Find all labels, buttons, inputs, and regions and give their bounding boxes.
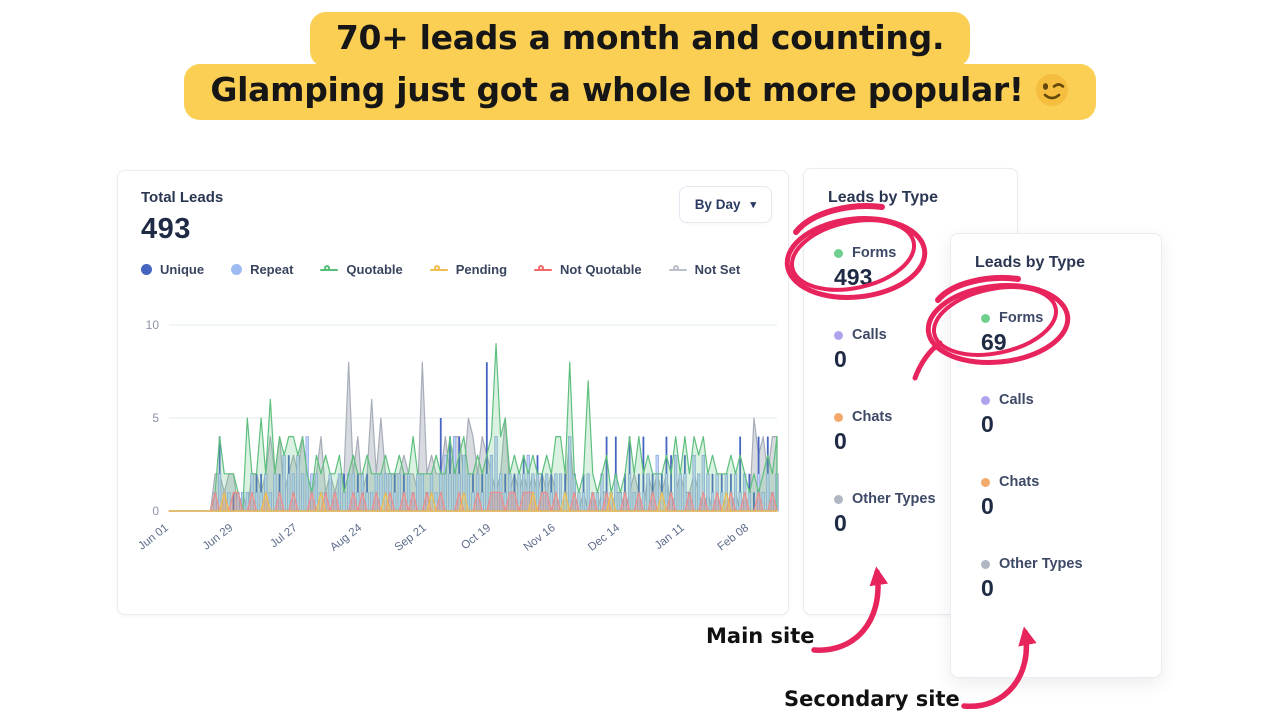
legend-item-pending[interactable]: Pending <box>429 262 508 277</box>
svg-text:10: 10 <box>146 318 160 332</box>
type-label: Calls <box>999 392 1034 408</box>
unique-marker-icon <box>141 264 152 275</box>
type-value: 69 <box>981 329 1007 355</box>
repeat-marker-icon <box>231 264 243 275</box>
svg-text:Sep 21: Sep 21 <box>393 522 429 554</box>
legend-label: Unique <box>160 262 205 277</box>
legend-label: Repeat <box>250 262 294 277</box>
legend-item-unique[interactable]: Unique <box>141 262 204 277</box>
chats-dot-icon <box>834 412 843 422</box>
svg-text:5: 5 <box>152 411 159 425</box>
list-item: Calls 0 <box>834 327 987 373</box>
not-quotable-marker-icon <box>534 264 553 275</box>
legend-label: Pending <box>455 262 508 277</box>
type-value: 0 <box>981 493 994 519</box>
svg-text:Dec 14: Dec 14 <box>586 522 623 554</box>
other-types-dot-icon <box>834 494 843 504</box>
list-item: Chats 0 <box>834 409 987 455</box>
headline-text-1: 70+ leads a month and counting. <box>335 18 945 57</box>
svg-text:Feb 08: Feb 08 <box>716 522 752 554</box>
leads-by-type-card-secondary: Leads by Type Forms 69 Calls 0 Chats 0 <box>950 233 1162 678</box>
not-set-marker-icon <box>668 264 687 275</box>
pending-marker-icon <box>429 264 448 275</box>
period-selector-dropdown[interactable]: By Day ▾ <box>678 186 772 223</box>
calls-dot-icon <box>834 330 843 340</box>
svg-text:0: 0 <box>152 504 159 518</box>
headline-line-2: Glamping just got a whole lot more popul… <box>184 64 1096 120</box>
total-leads-value: 493 <box>141 213 191 245</box>
svg-text:Aug 24: Aug 24 <box>328 522 365 554</box>
svg-text:Jan 11: Jan 11 <box>653 522 687 552</box>
chats-dot-icon <box>981 477 990 487</box>
leads-by-type-title: Leads by Type <box>828 189 938 206</box>
type-label: Chats <box>999 474 1040 490</box>
type-label: Forms <box>999 310 1044 326</box>
legend-item-quotable[interactable]: Quotable <box>320 262 403 277</box>
headline-line-1: 70+ leads a month and counting. <box>309 12 971 68</box>
svg-text:Nov 16: Nov 16 <box>522 522 558 554</box>
calls-dot-icon <box>981 395 990 405</box>
forms-dot-icon <box>834 248 843 258</box>
type-label: Chats <box>852 409 893 425</box>
list-item: Forms 69 <box>981 310 1131 356</box>
list-item: Calls 0 <box>981 392 1131 438</box>
legend-item-repeat[interactable]: Repeat <box>231 262 293 277</box>
total-leads-title: Total Leads <box>141 189 224 206</box>
type-value: 0 <box>834 428 847 454</box>
legend-item-not-set[interactable]: Not Set <box>668 262 741 277</box>
total-leads-header: Total Leads 493 By Day ▾ <box>118 171 788 246</box>
svg-text:Jun 29: Jun 29 <box>201 522 236 553</box>
list-item: Other Types 0 <box>981 556 1131 602</box>
headline-text-2: Glamping just got a whole lot more popul… <box>210 70 1024 110</box>
type-label: Forms <box>852 245 897 261</box>
legend-label: Not Quotable <box>560 262 642 277</box>
type-label: Other Types <box>852 491 936 507</box>
type-value: 0 <box>981 575 994 601</box>
chart-legend: Unique Repeat Quotable Pending <box>118 262 788 277</box>
svg-text:Oct 19: Oct 19 <box>459 522 493 552</box>
forms-dot-icon <box>981 313 990 323</box>
svg-text:Jun 01: Jun 01 <box>136 522 171 553</box>
type-label: Calls <box>852 327 887 343</box>
chevron-down-icon: ▾ <box>750 199 756 211</box>
secondary-site-annotation-label: Secondary site <box>784 687 960 711</box>
list-item: Chats 0 <box>981 474 1131 520</box>
total-leads-card: Total Leads 493 By Day ▾ Unique Repeat <box>117 170 789 615</box>
wink-emoji-icon <box>1035 73 1068 106</box>
list-item: Other Types 0 <box>834 491 987 537</box>
type-value: 0 <box>834 346 847 372</box>
legend-label: Not Set <box>694 262 741 277</box>
type-value: 0 <box>834 510 847 536</box>
svg-text:Jul 27: Jul 27 <box>268 522 300 550</box>
leads-timeseries-chart: 0 5 10 Jun 01 Jun 29 Jul 27 Aug 24 Sep 21 Oct 19… <box>136 318 779 554</box>
quotable-marker-icon <box>320 264 339 275</box>
type-value: 0 <box>981 411 994 437</box>
other-types-dot-icon <box>981 559 990 569</box>
main-site-annotation-label: Main site <box>706 624 815 648</box>
legend-label: Quotable <box>346 262 403 277</box>
headline: 70+ leads a month and counting. Glamping… <box>0 12 1280 120</box>
type-label: Other Types <box>999 556 1083 572</box>
period-selector-label: By Day <box>694 197 741 212</box>
legend-item-not-quotable[interactable]: Not Quotable <box>534 262 642 277</box>
leads-by-type-title: Leads by Type <box>975 254 1085 271</box>
